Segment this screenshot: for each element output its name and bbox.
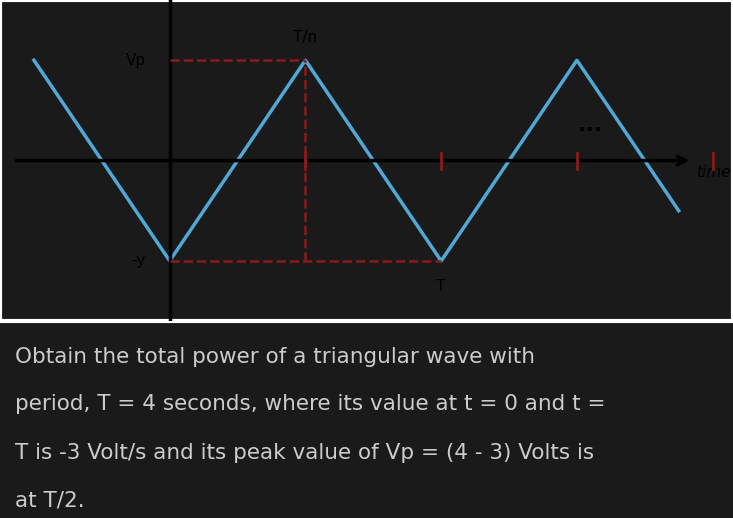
Text: at T/2.: at T/2. bbox=[15, 490, 84, 510]
Text: Vp: Vp bbox=[126, 53, 146, 68]
Text: T: T bbox=[436, 279, 446, 294]
Text: Obtain the total power of a triangular wave with: Obtain the total power of a triangular w… bbox=[15, 347, 534, 367]
Text: -y: -y bbox=[132, 253, 146, 268]
Text: time: time bbox=[696, 165, 730, 180]
Text: T is -3 Volt/s and its peak value of Vp = (4 - 3) Volts is: T is -3 Volt/s and its peak value of Vp … bbox=[15, 443, 594, 463]
Bar bbox=[0, 0, 733, 321]
Text: T/n: T/n bbox=[293, 30, 317, 45]
Text: ...: ... bbox=[578, 116, 603, 135]
Text: period, T = 4 seconds, where its value at t = 0 and t =: period, T = 4 seconds, where its value a… bbox=[15, 394, 605, 414]
